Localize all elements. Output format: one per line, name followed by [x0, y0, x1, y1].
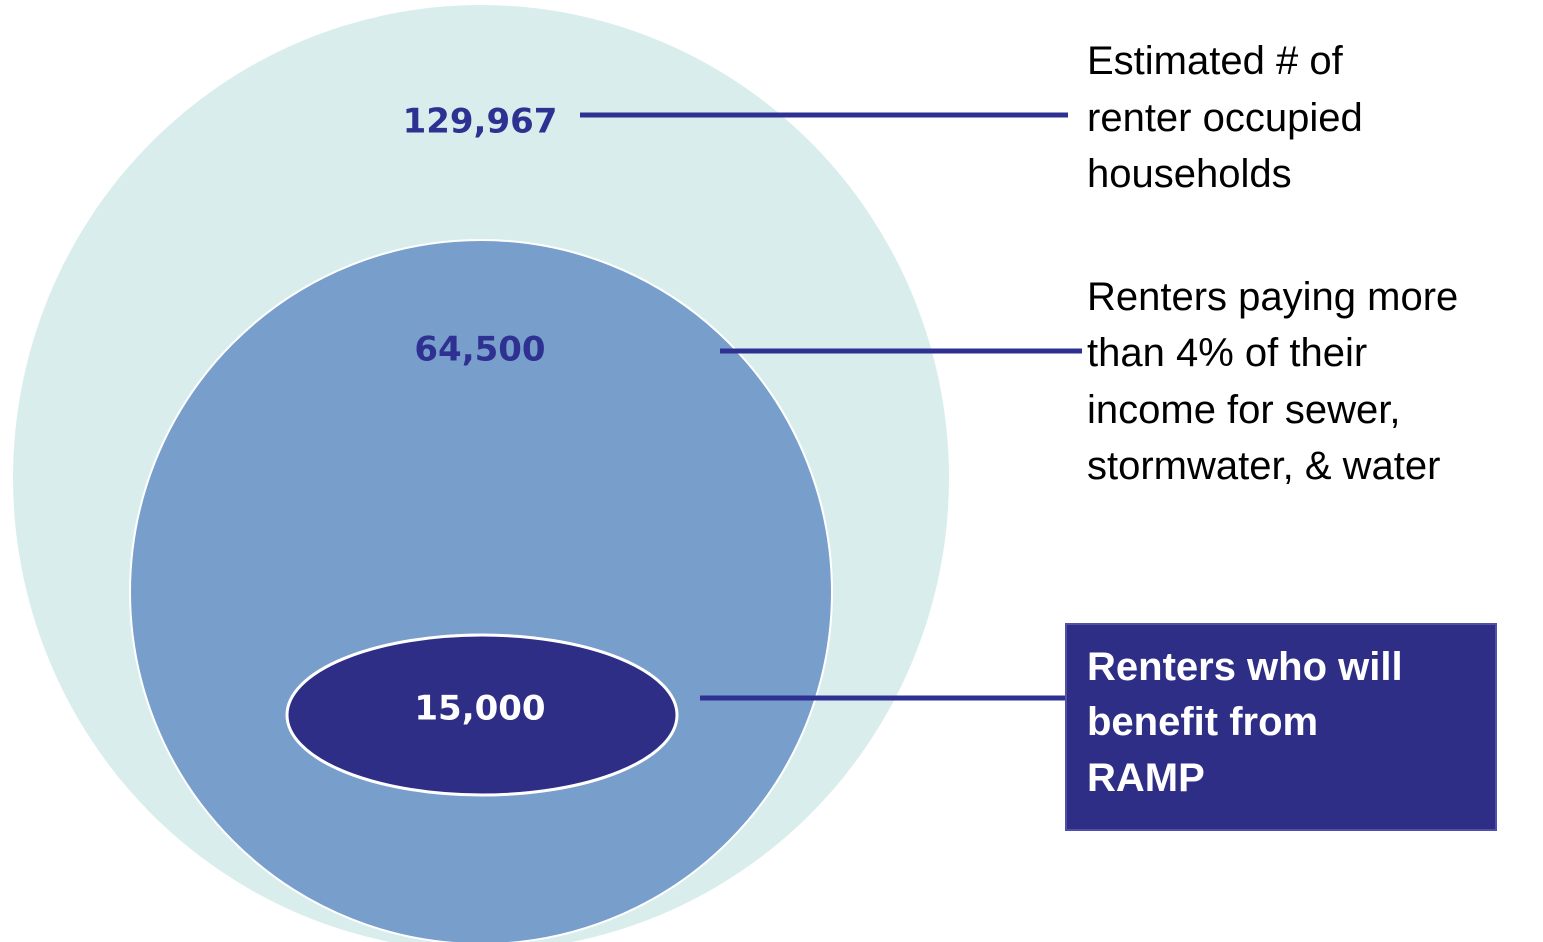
label-line: RAMP [1087, 756, 1205, 800]
inner-ellipse [285, 633, 679, 797]
label-line: income for sewer, [1087, 388, 1400, 432]
label-line: Renters who will [1087, 645, 1403, 689]
inner-label: Renters who will benefit from RAMP [1087, 645, 1414, 800]
label-line: renter occupied [1087, 96, 1363, 140]
inner-value: 15,000 [414, 689, 545, 729]
label-box [1065, 623, 1497, 831]
outer-label: Estimated # of renter occupied household… [1087, 39, 1374, 196]
label-line: stormwater, & water [1087, 444, 1440, 488]
middle-label: Renters paying more than 4% of their inc… [1087, 275, 1469, 488]
middle-value: 64,500 [414, 330, 545, 370]
label-line: households [1087, 152, 1292, 196]
label-line: than 4% of their [1087, 331, 1367, 375]
outer-value: 129,967 [403, 102, 558, 142]
label-line: Estimated # of [1087, 39, 1344, 83]
label-line: benefit from [1087, 700, 1318, 744]
middle-circle [129, 239, 833, 942]
label-line: Renters paying more [1087, 275, 1458, 319]
